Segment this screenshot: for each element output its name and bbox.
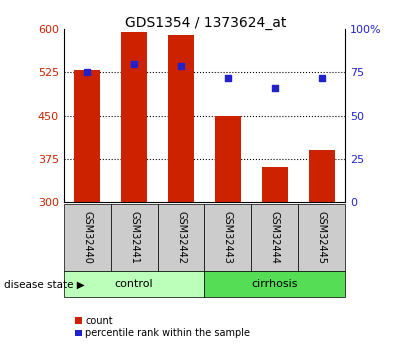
Text: GSM32442: GSM32442 [176, 211, 186, 264]
Bar [121, 32, 147, 202]
Text: control: control [115, 279, 153, 289]
Bar [205, 204, 252, 271]
Bar [205, 271, 345, 297]
Bar [309, 150, 335, 202]
Bar [252, 204, 298, 271]
Text: GDS1354 / 1373624_at: GDS1354 / 1373624_at [125, 16, 286, 30]
Text: GSM32443: GSM32443 [223, 211, 233, 264]
Bar [64, 271, 204, 297]
Point [319, 75, 325, 80]
Text: GSM32440: GSM32440 [82, 211, 92, 264]
Bar [168, 35, 194, 202]
Text: cirrhosis: cirrhosis [252, 279, 298, 289]
Point [178, 63, 184, 68]
Bar [262, 167, 288, 202]
Bar [298, 204, 345, 271]
Bar [64, 204, 111, 271]
Bar [74, 70, 100, 202]
Bar [157, 204, 205, 271]
Point [131, 61, 137, 67]
Point [225, 75, 231, 80]
Text: GSM32444: GSM32444 [270, 211, 280, 264]
Bar [215, 116, 241, 202]
Legend: count, percentile rank within the sample: count, percentile rank within the sample [75, 316, 250, 338]
Point [84, 70, 90, 75]
Text: disease state ▶: disease state ▶ [4, 280, 85, 289]
Text: GSM32441: GSM32441 [129, 211, 139, 264]
Bar [111, 204, 157, 271]
Point [272, 85, 278, 91]
Text: GSM32445: GSM32445 [317, 211, 327, 264]
